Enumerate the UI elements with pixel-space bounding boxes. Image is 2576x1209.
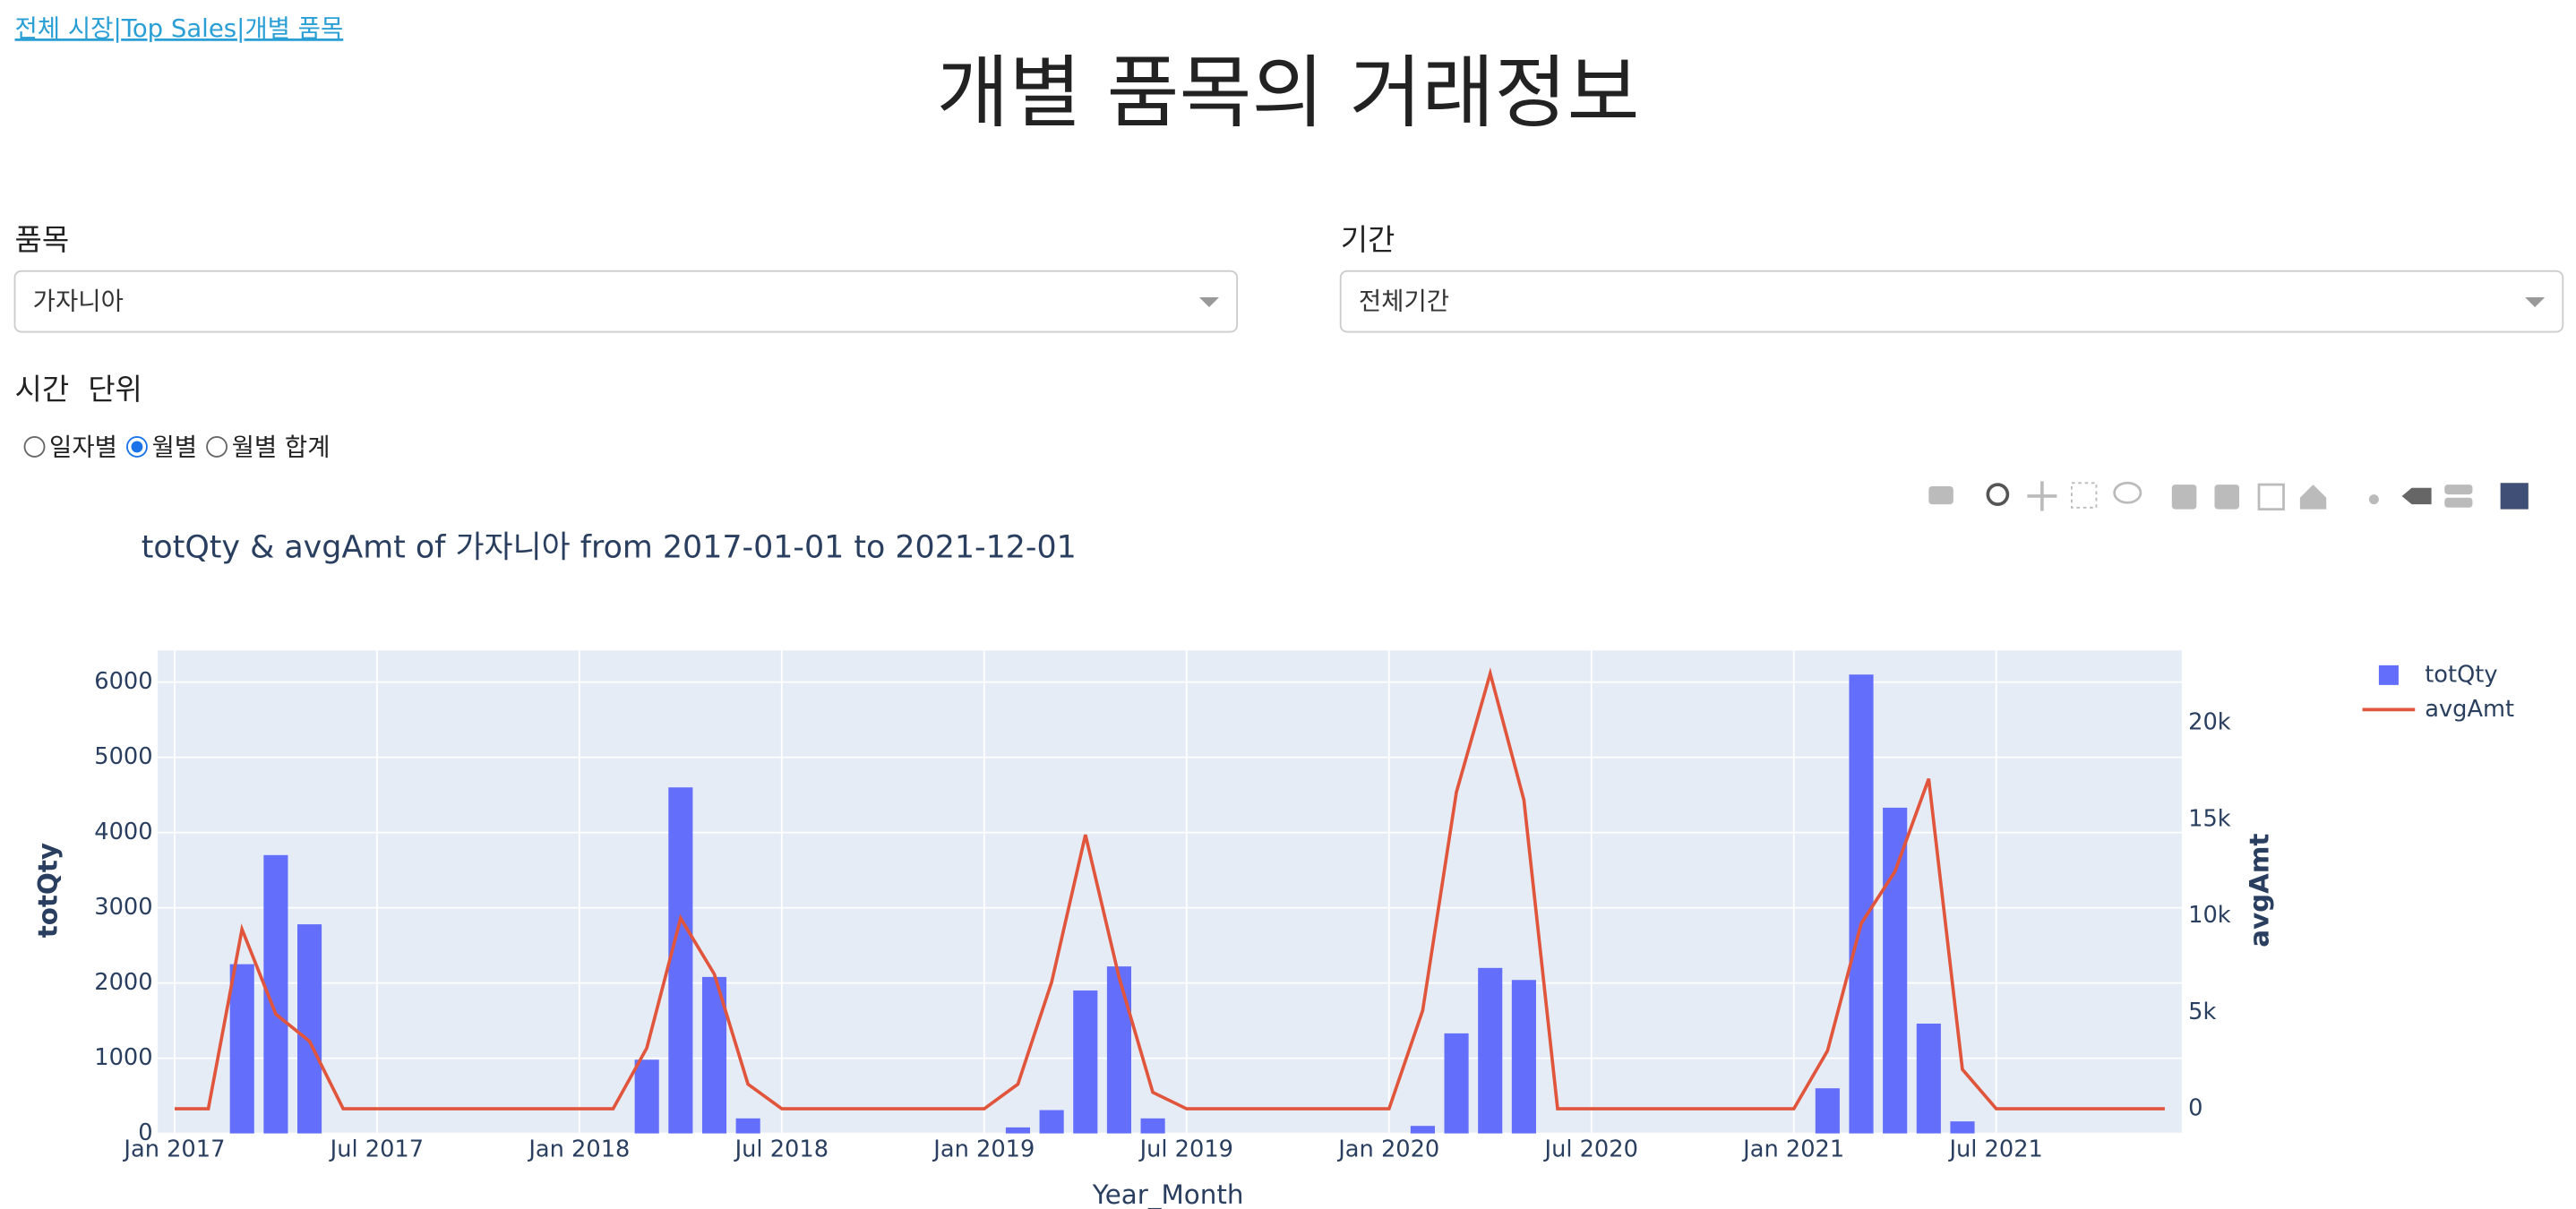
legend-label[interactable]: avgAmt (2425, 696, 2514, 723)
radio-group-label: 시간 단위 (15, 372, 142, 407)
dropdown[interactable] (1339, 270, 2564, 333)
bar (229, 964, 254, 1134)
plotly-logo[interactable] (2500, 483, 2529, 510)
y-tick-label: 5000 (94, 743, 152, 770)
bar (1849, 674, 1874, 1134)
nav-separator: | (113, 14, 121, 43)
x-tick-label: Jul 2021 (1947, 1136, 2042, 1162)
nav-link[interactable]: 전체 시장 (15, 14, 114, 43)
radio-label: 월별 합계 (232, 433, 331, 462)
bar (1073, 990, 1098, 1134)
modebar (1928, 481, 2529, 511)
radio-label: 월별 (151, 433, 197, 462)
x-tick-label: Jan 2017 (122, 1136, 225, 1162)
plot-area (158, 650, 2182, 1134)
dropdown-arrow (1198, 297, 1219, 308)
nav-link[interactable]: Top Sales (121, 14, 236, 43)
x-tick-label: Jul 2018 (734, 1136, 829, 1162)
modebar-button[interactable] (2257, 483, 2285, 510)
modebar-button[interactable] (2113, 481, 2142, 504)
y-tick-label: 4000 (94, 819, 152, 845)
x-tick-label: Jan 2020 (1336, 1136, 1439, 1162)
x-tick-label: Jul 2019 (1138, 1136, 1233, 1162)
radio-button[interactable] (206, 435, 228, 458)
y-tick-label: 1000 (94, 1044, 152, 1071)
chart-title: totQty & avgAmt of 가자니아 from 2017-01-01 … (142, 530, 1077, 566)
x-tick-label: Jan 2018 (527, 1136, 630, 1162)
bar (668, 787, 693, 1134)
modebar-button[interactable] (2171, 484, 2197, 510)
modebar-button[interactable] (2368, 494, 2379, 505)
y2-tick-label: 0 (2188, 1095, 2202, 1122)
modebar-button[interactable] (2401, 487, 2432, 505)
y-tick-label: 3000 (94, 894, 152, 921)
y2-tick-label: 20k (2188, 709, 2231, 736)
x-tick-label: Jul 2020 (1543, 1136, 1638, 1162)
y-axis-title: totQty (33, 843, 64, 938)
filter-label: 품목 (15, 222, 70, 257)
modebar-button[interactable] (2444, 497, 2473, 508)
bar (1478, 967, 1503, 1134)
bar (1005, 1127, 1031, 1134)
bar (735, 1118, 760, 1134)
y-tick-label: 0 (138, 1119, 152, 1146)
modebar-button[interactable] (2214, 484, 2239, 510)
dropdown-value: 전체기간 (1359, 287, 1449, 316)
modebar-button[interactable] (1986, 483, 2010, 506)
dropdown[interactable] (13, 270, 1239, 333)
y-tick-label: 6000 (94, 668, 152, 695)
dropdown-value: 가자니아 (33, 287, 124, 316)
bar (1815, 1088, 1840, 1134)
bar (1106, 966, 1132, 1134)
bar (1410, 1126, 1435, 1134)
page-title: 개별 품목의 거래정보 (937, 47, 1640, 139)
bar (1916, 1023, 1941, 1134)
radio-dot (131, 441, 143, 453)
x-axis-title: Year_Month (1092, 1179, 1244, 1209)
bar (1444, 1033, 1469, 1134)
y2-tick-label: 5k (2188, 999, 2216, 1025)
bar (1039, 1110, 1064, 1134)
y2-axis-title: avgAmt (2244, 834, 2274, 947)
legend-label[interactable]: totQty (2425, 661, 2497, 688)
modebar-button[interactable] (2444, 484, 2473, 495)
bar (1950, 1121, 1975, 1134)
bar (1140, 1118, 1165, 1134)
modebar-button[interactable] (2070, 482, 2098, 509)
x-tick-label: Jul 2017 (329, 1136, 424, 1162)
x-tick-label: Jan 2021 (1741, 1136, 1844, 1162)
filter-label: 기간 (1341, 222, 1395, 257)
dropdown-arrow (2525, 297, 2546, 308)
nav-link[interactable]: 개별 품목 (245, 14, 343, 43)
radio-label: 일자별 (49, 433, 117, 462)
bar (634, 1059, 659, 1134)
modebar-button[interactable] (2299, 484, 2327, 510)
nav-separator: | (236, 14, 245, 43)
y-tick-label: 2000 (94, 969, 152, 996)
x-tick-label: Jan 2019 (932, 1136, 1035, 1162)
modebar-button[interactable] (1928, 485, 1953, 505)
bar (1883, 807, 1908, 1134)
legend-swatch (2378, 665, 2399, 685)
radio-button[interactable] (23, 435, 46, 458)
bar (1511, 980, 1536, 1134)
y2-tick-label: 10k (2188, 902, 2231, 929)
y2-tick-label: 15k (2188, 805, 2231, 832)
bar (297, 924, 322, 1134)
modebar-button[interactable] (2027, 481, 2057, 511)
line (174, 667, 2165, 1110)
